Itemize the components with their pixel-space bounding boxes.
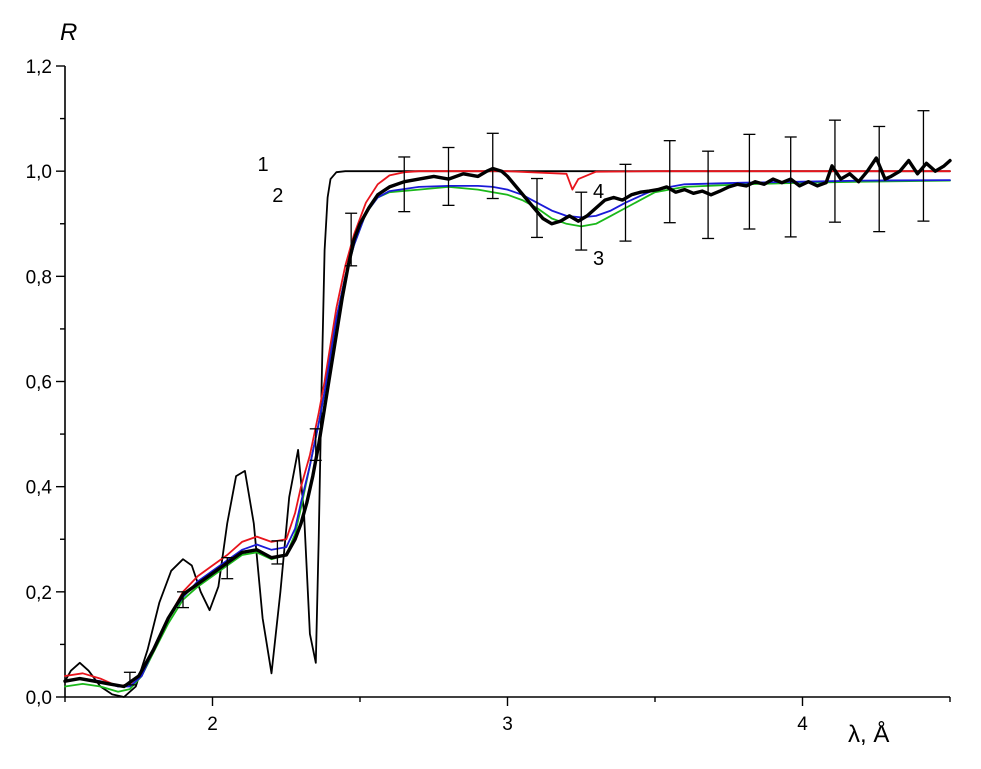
error-bar <box>271 540 284 565</box>
curve-labels: 12 3 4 <box>258 154 605 270</box>
curve-label-3: 3 <box>593 248 604 270</box>
y-tick-label: 1,2 <box>26 57 52 78</box>
error-bar <box>917 110 930 222</box>
error-bar <box>309 428 322 462</box>
y-tick-label: 0,6 <box>26 373 52 394</box>
error-bar <box>828 119 841 223</box>
x-tick-label: 3 <box>502 714 513 735</box>
y-tick-label: 0,0 <box>26 688 52 709</box>
error-bar <box>177 591 189 609</box>
y-axis-title: R <box>60 19 77 46</box>
error-bar <box>702 150 715 240</box>
error-bar <box>784 136 797 238</box>
ticks <box>56 65 951 706</box>
error-bar <box>123 671 136 686</box>
error-bars <box>123 110 930 686</box>
series-line-3 <box>64 179 951 693</box>
error-bar <box>743 133 756 230</box>
error-bar <box>398 156 411 213</box>
error-bar <box>221 557 234 580</box>
error-bar <box>873 125 886 233</box>
x-axis-title: λ, Å <box>848 720 889 748</box>
y-tick-label: 0,8 <box>26 267 52 288</box>
tick-labels: 0,0 0,2 0,4 0,6 0,8 1,0 1,2 2 3 4 <box>26 57 809 735</box>
error-bar <box>531 177 543 239</box>
curve-label-2: 2 <box>272 185 283 207</box>
series-line-5 <box>63 156 952 689</box>
series-line-4 <box>64 179 951 688</box>
error-bar <box>486 132 499 200</box>
x-tick-label: 4 <box>797 714 808 735</box>
series-layer <box>63 156 952 698</box>
y-tick-label: 0,4 <box>26 478 53 499</box>
error-bar <box>575 191 588 251</box>
y-tick-label: 1,0 <box>26 162 52 183</box>
curve-label-4: 4 <box>593 181 604 203</box>
series-line-1 <box>64 170 951 698</box>
curve-label-1: 1 <box>258 154 269 176</box>
series-line-2 <box>64 170 951 688</box>
x-tick-label: 2 <box>207 714 218 735</box>
y-tick-label: 0,2 <box>26 583 52 604</box>
error-bar <box>345 212 358 267</box>
error-bar <box>619 163 632 242</box>
error-bar <box>442 146 455 206</box>
axes <box>64 66 950 698</box>
error-bar <box>663 140 676 224</box>
